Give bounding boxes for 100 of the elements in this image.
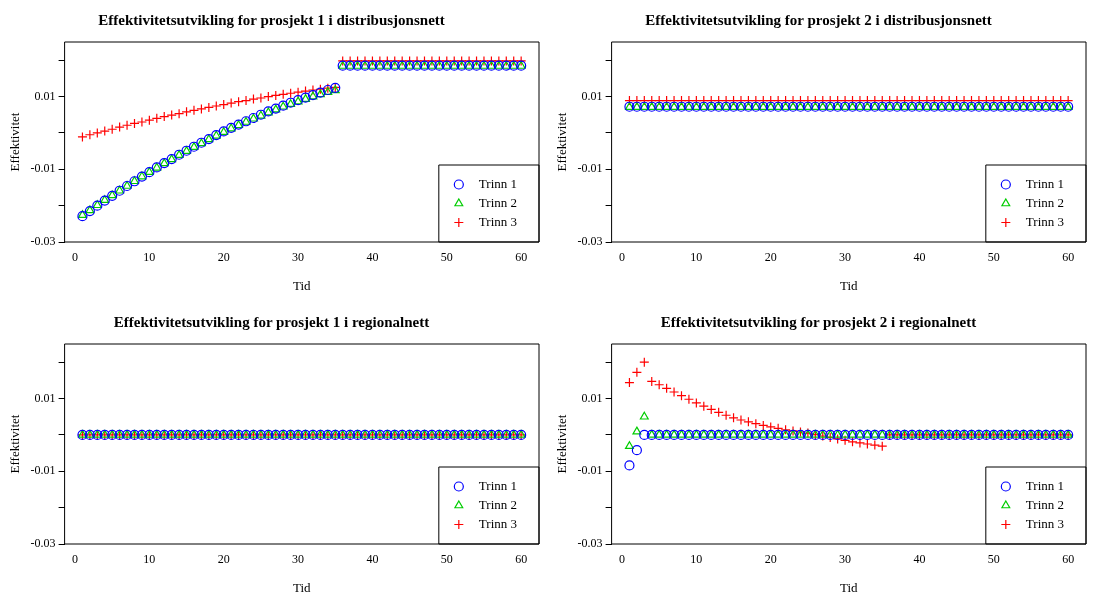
point	[77, 131, 88, 143]
point	[337, 55, 348, 67]
chart-title: Effektivitetsutvikling for prosjekt 2 i distribusjonsnett	[645, 11, 992, 28]
point	[639, 411, 649, 420]
point	[174, 108, 185, 119]
point	[441, 55, 452, 67]
x-tick-label: 10	[143, 552, 156, 567]
point	[211, 100, 222, 112]
legend-label: Trinn 2	[478, 194, 518, 210]
x-tick-label: 0	[619, 552, 626, 567]
point	[434, 55, 445, 67]
legend-label: Trinn 2	[1025, 194, 1065, 210]
legend-label: Trinn 2	[478, 496, 518, 512]
x-tick-label: 20	[764, 250, 777, 265]
y-tick-label: -0.01	[577, 463, 603, 478]
point	[345, 55, 356, 67]
point	[869, 439, 880, 451]
point	[456, 55, 467, 67]
y-tick-label: -0.03	[577, 536, 603, 551]
y-tick-label: 0.01	[34, 390, 56, 405]
point	[426, 55, 438, 67]
point	[240, 95, 252, 106]
legend-label: Trinn 3	[478, 515, 518, 531]
legend-label: Trinn 2	[1025, 496, 1065, 512]
point	[397, 55, 408, 67]
x-tick-label: 0	[619, 250, 626, 265]
y-tick-label: 0.01	[34, 88, 56, 103]
legend-label: Trinn 3	[1025, 213, 1065, 229]
x-tick-label: 10	[143, 250, 156, 265]
x-axis-title: Tid	[839, 277, 859, 293]
y-tick-label: 0.01	[581, 88, 603, 103]
legend-label: Trinn 1	[1025, 477, 1065, 493]
point	[166, 109, 177, 121]
point	[624, 441, 634, 450]
x-tick-label: 60	[1062, 250, 1075, 265]
point	[84, 129, 95, 140]
x-tick-label: 30	[839, 552, 852, 567]
y-axis-title: Effektivitet	[554, 414, 570, 474]
point	[501, 55, 512, 67]
point	[404, 55, 415, 67]
point	[411, 55, 423, 67]
point	[382, 55, 393, 67]
point	[631, 445, 642, 456]
point	[292, 87, 304, 98]
x-tick-label: 0	[72, 250, 79, 265]
point	[854, 437, 866, 449]
x-tick-label: 50	[987, 250, 1000, 265]
x-tick-label: 20	[764, 552, 777, 567]
x-tick-label: 40	[366, 250, 379, 265]
point	[862, 438, 873, 450]
chart-title: Effektivitetsutvikling for prosjekt 1 i distribusjonsnett	[98, 11, 445, 28]
point	[735, 414, 747, 426]
point	[449, 55, 460, 67]
point	[255, 92, 266, 104]
x-tick-label: 60	[515, 552, 528, 567]
point	[839, 435, 851, 446]
point	[359, 55, 371, 67]
x-tick-label: 50	[440, 250, 453, 265]
point	[486, 55, 497, 67]
point	[203, 102, 214, 113]
point	[114, 121, 125, 133]
point	[419, 55, 430, 67]
y-tick-label: -0.03	[30, 234, 56, 249]
point	[471, 55, 482, 67]
point	[631, 367, 642, 378]
point	[188, 105, 200, 116]
x-tick-label: 30	[292, 552, 305, 567]
legend-label: Trinn 1	[478, 175, 518, 191]
point	[77, 211, 88, 222]
y-axis-title: Effektivitet	[554, 112, 570, 172]
legend-label: Trinn 1	[478, 477, 518, 493]
x-axis-title: Tid	[292, 579, 312, 595]
y-tick-label: -0.01	[30, 463, 56, 478]
x-tick-label: 40	[913, 250, 926, 265]
y-tick-label: -0.01	[30, 161, 56, 176]
x-tick-label: 30	[839, 250, 852, 265]
point	[92, 127, 103, 139]
x-tick-label: 20	[217, 250, 230, 265]
point	[750, 418, 761, 429]
x-tick-label: 40	[913, 552, 926, 567]
point	[374, 55, 385, 67]
x-axis-title: Tid	[292, 277, 312, 293]
point	[121, 120, 133, 131]
point	[248, 93, 259, 105]
chart-title: Effektivitetsutvikling for prosjekt 2 i regionalnett	[660, 313, 977, 330]
x-tick-label: 60	[1062, 552, 1075, 567]
chart-title: Effektivitetsutvikling for prosjekt 1 i regionalnett	[113, 313, 430, 330]
point	[77, 209, 87, 218]
x-tick-label: 40	[366, 552, 379, 567]
y-tick-label: -0.01	[577, 161, 603, 176]
y-tick-label: -0.03	[30, 536, 56, 551]
point	[632, 426, 642, 435]
point	[196, 103, 207, 115]
point	[639, 429, 650, 441]
point	[367, 55, 378, 67]
point	[624, 460, 635, 471]
point	[99, 125, 110, 137]
point	[352, 55, 363, 67]
y-tick-label: 0.01	[581, 390, 603, 405]
point	[478, 55, 490, 67]
